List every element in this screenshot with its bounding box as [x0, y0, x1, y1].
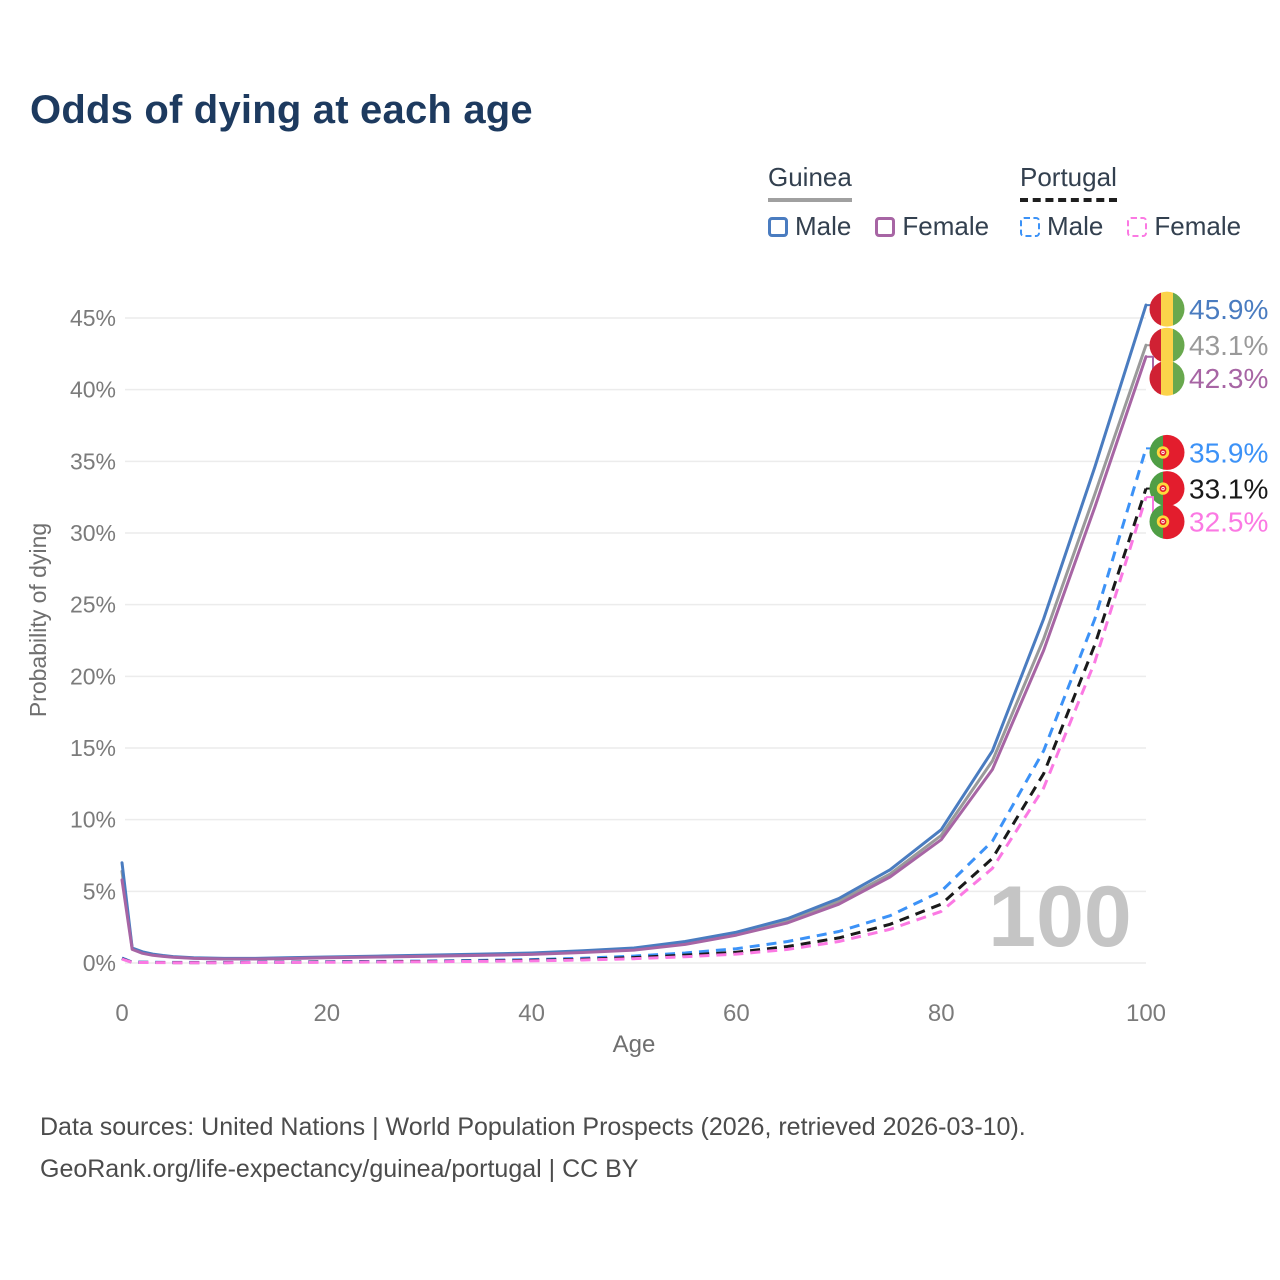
end-value-label: 43.1% [1189, 330, 1268, 361]
line-guinea-female [120, 355, 1148, 961]
y-tick-label: 35% [70, 448, 116, 474]
guinea-flag-icon [1149, 291, 1185, 327]
y-tick-label: 25% [70, 592, 116, 618]
age-watermark: 100 [988, 869, 1132, 965]
portugal-flag-icon [1149, 471, 1185, 507]
legend-item-portugal-female[interactable]: Female [1127, 211, 1241, 242]
legend-country-guinea: Guinea [768, 162, 852, 202]
y-tick-label: 45% [70, 305, 116, 331]
end-value-label: 42.3% [1189, 363, 1268, 394]
footer: Data sources: United Nations | World Pop… [40, 1106, 1240, 1190]
end-value-label: 35.9% [1189, 437, 1268, 468]
portugal-male-swatch-icon [1020, 216, 1040, 237]
y-tick-label: 40% [70, 377, 116, 403]
legend-item-label: Male [795, 211, 852, 241]
portugal-flag-icon [1149, 504, 1185, 540]
y-tick-label: 0% [83, 950, 116, 976]
legend-item-label: Female [902, 211, 990, 241]
line-portugal-female [121, 496, 1148, 965]
y-tick-label: 5% [83, 878, 116, 904]
y-axis-title: Probability of dying [25, 523, 51, 717]
y-tick-label: 30% [70, 520, 116, 546]
page-title: Odds of dying at each age [30, 88, 533, 132]
legend-item-guinea-female[interactable]: Female [875, 211, 989, 242]
guinea-flag-icon [1149, 327, 1185, 363]
portugal-flag-icon [1149, 434, 1185, 470]
y-tick-label: 20% [70, 663, 116, 689]
x-tick-label: 100 [1126, 1000, 1166, 1027]
guinea-flag-icon [1149, 360, 1185, 396]
x-tick-label: 20 [313, 1000, 340, 1027]
y-tick-label: 15% [70, 735, 116, 761]
legend-group-portugal: Portugal Male Female [1020, 162, 1265, 242]
legend-item-guinea-male[interactable]: Male [768, 211, 851, 242]
x-tick-label: 60 [723, 1000, 750, 1027]
x-axis-title: Age [613, 1031, 656, 1058]
end-value-label: 32.5% [1189, 507, 1268, 538]
data-sources-line: Data sources: United Nations | World Pop… [40, 1113, 1026, 1141]
legend-item-portugal-male[interactable]: Male [1020, 211, 1103, 242]
portugal-female-swatch-icon [1127, 216, 1148, 237]
x-tick-label: 0 [115, 1000, 128, 1027]
x-tick-label: 40 [518, 1000, 545, 1027]
legend-item-label: Female [1154, 211, 1242, 241]
legend-group-guinea: Guinea Male Female [768, 162, 1013, 242]
y-tick-label: 10% [70, 807, 116, 833]
x-tick-label: 80 [928, 1000, 955, 1027]
legend: Guinea Male Female Portugal Male Female [0, 162, 1280, 252]
guinea-female-swatch-icon [875, 216, 896, 237]
legend-country-portugal: Portugal [1020, 162, 1117, 202]
guinea-male-swatch-icon [768, 216, 788, 237]
end-value-label: 45.9% [1189, 294, 1268, 325]
attribution-line: GeoRank.org/life-expectancy/guinea/portu… [40, 1155, 639, 1183]
legend-item-label: Male [1047, 211, 1104, 241]
end-value-label: 33.1% [1189, 474, 1268, 505]
